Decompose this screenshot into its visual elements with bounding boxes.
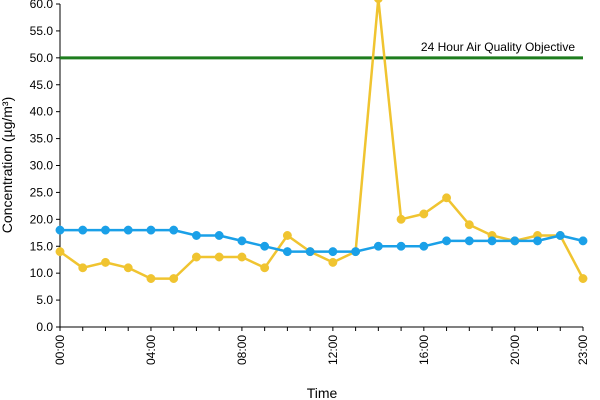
series-1-point bbox=[214, 231, 224, 240]
y-axis-title: Concentration (µg/m³) bbox=[0, 97, 15, 233]
series-1-point bbox=[55, 225, 65, 235]
series-1-point bbox=[419, 241, 429, 251]
series-1-point bbox=[328, 247, 338, 257]
series-0-point bbox=[237, 252, 247, 262]
series-1-point bbox=[146, 225, 156, 235]
series-0-point bbox=[578, 274, 588, 283]
series-0-point bbox=[55, 247, 65, 257]
series-1-point bbox=[351, 247, 361, 257]
series-1-point bbox=[78, 225, 88, 235]
series-0-point bbox=[396, 214, 406, 224]
series-1-point bbox=[237, 236, 247, 246]
series-0-point bbox=[328, 257, 338, 267]
series-1-point bbox=[169, 225, 179, 235]
x-tick-label: 04:00 bbox=[144, 335, 158, 365]
y-tick-label: 60.0 bbox=[30, 0, 54, 11]
x-axis-title: Time bbox=[307, 385, 338, 400]
y-tick-label: 20.0 bbox=[30, 212, 54, 226]
y-tick-label: 25.0 bbox=[30, 185, 54, 199]
series-1-point bbox=[396, 241, 406, 251]
series-1-point bbox=[123, 225, 133, 235]
x-tick-label: 16:00 bbox=[417, 335, 431, 365]
series-1-point bbox=[578, 236, 588, 246]
series-0-point bbox=[214, 252, 224, 262]
reference-line-label: 24 Hour Air Quality Objective bbox=[421, 40, 575, 54]
series-1-point bbox=[191, 231, 201, 240]
series-0-point bbox=[146, 274, 156, 283]
series-1-point bbox=[487, 236, 497, 246]
series-0-point bbox=[101, 257, 110, 267]
series-1-point bbox=[555, 231, 565, 240]
y-tick-label: 50.0 bbox=[30, 51, 54, 65]
x-tick-label: 08:00 bbox=[235, 335, 249, 365]
series-0-point bbox=[169, 274, 179, 283]
x-tick-label: 23:00 bbox=[576, 335, 590, 365]
y-tick-label: 5.0 bbox=[36, 293, 53, 307]
x-axis: 00:00 04:00 08:00 12:00 16:00 20:00 23:00 bbox=[53, 327, 590, 365]
x-tick-label: 00:00 bbox=[53, 335, 67, 365]
series-layer bbox=[55, 0, 588, 283]
series-0-point bbox=[464, 220, 474, 230]
series-1-point bbox=[510, 236, 520, 246]
series-0-point bbox=[282, 231, 292, 240]
series-1-point bbox=[282, 247, 292, 257]
series-0-point bbox=[442, 193, 452, 203]
x-tick-label: 20:00 bbox=[508, 335, 522, 365]
y-tick-label: 10.0 bbox=[30, 266, 54, 280]
series-0-point bbox=[260, 263, 270, 273]
y-tick-label: 45.0 bbox=[30, 78, 54, 92]
series-1-point bbox=[533, 236, 542, 246]
x-tick-label: 12:00 bbox=[326, 335, 340, 365]
series-0-point bbox=[191, 252, 201, 262]
y-tick-label: 55.0 bbox=[30, 24, 54, 38]
series-0-point bbox=[78, 263, 88, 273]
series-1-point bbox=[464, 236, 474, 246]
series-0-point bbox=[419, 209, 429, 219]
series-1-point bbox=[101, 225, 110, 235]
series-0-point bbox=[123, 263, 133, 273]
y-tick-label: 0.0 bbox=[36, 320, 53, 334]
y-tick-label: 35.0 bbox=[30, 132, 54, 146]
series-1-line bbox=[60, 228, 584, 253]
series-1-point bbox=[373, 241, 383, 251]
y-axis: 0.0 5.0 10.0 15.0 20.0 25.0 30.0 35.0 40.0 45.0 50… bbox=[30, 0, 60, 334]
series-1-point bbox=[305, 247, 315, 257]
series-0-point bbox=[374, 0, 383, 4]
y-tick-label: 40.0 bbox=[30, 105, 54, 119]
series-1-point bbox=[260, 241, 270, 251]
y-tick-label: 30.0 bbox=[30, 159, 54, 173]
series-1-point bbox=[442, 236, 452, 246]
y-tick-label: 15.0 bbox=[30, 239, 54, 253]
